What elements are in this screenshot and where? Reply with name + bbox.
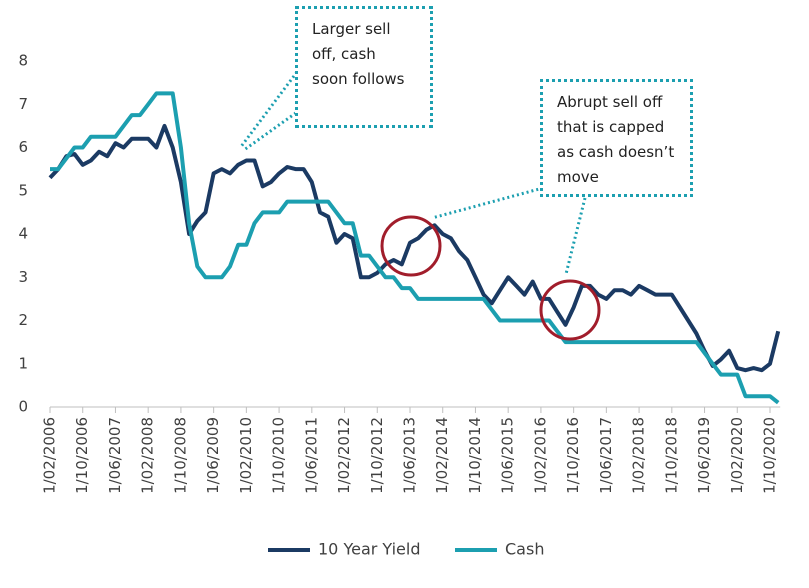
y-tick-label: 8 [18,52,28,70]
y-tick-label: 5 [18,181,28,199]
x-tick-label: 1/06/2013 [401,417,419,494]
x-tick-label: 1/02/2010 [237,417,255,494]
x-tick-label: 1/10/2006 [73,417,91,494]
x-tick-label: 1/10/2008 [171,417,189,494]
connector [238,67,302,149]
y-tick-label: 2 [18,311,28,329]
annotation-box: Abrupt sell off that is capped as cash d… [540,79,693,197]
x-tick-label: 1/10/2010 [270,417,288,494]
x-tick-label: 1/06/2007 [106,417,124,494]
x-tick-label: 1/10/2012 [368,417,386,494]
highlight-circle [539,279,601,341]
y-tick-label: 6 [18,138,28,156]
x-tick-label: 1/02/2014 [433,417,451,494]
annotation-connectors [238,67,587,275]
legend-label: Cash [505,540,544,559]
x-tick-label: 1/06/2015 [499,417,517,494]
connector [564,197,587,275]
connector [243,108,301,152]
x-tick-label: 1/02/2018 [630,417,648,494]
x-tick-label: 1/02/2020 [728,417,746,494]
legend-label: 10 Year Yield [318,540,421,559]
x-tick-label: 1/02/2016 [531,417,549,494]
x-tick-label: 1/10/2018 [662,417,680,494]
x-tick-label: 1/06/2019 [695,417,713,494]
connector [431,186,544,220]
x-tick-label: 1/02/2008 [139,417,157,494]
x-tick-label: 1/06/2017 [597,417,615,494]
annotation-box: Larger sell off, cash soon follows [295,6,433,128]
x-tick-label: 1/10/2016 [564,417,582,494]
series-line [50,91,780,405]
x-tick-label: 1/02/2012 [335,417,353,494]
y-tick-label: 4 [18,225,28,243]
highlight-circle [380,215,442,277]
y-tick-label: 1 [18,354,28,372]
y-tick-label: 3 [18,268,28,286]
x-tick-label: 1/06/2011 [302,417,320,494]
x-tick-label: 1/10/2020 [761,417,779,494]
y-tick-label: 7 [18,95,28,113]
x-tick-label: 1/10/2014 [466,417,484,494]
y-tick-label: 0 [18,398,28,416]
x-tick-label: 1/02/2006 [41,417,59,494]
x-tick-label: 1/06/2009 [204,417,222,494]
series-line [48,123,781,373]
